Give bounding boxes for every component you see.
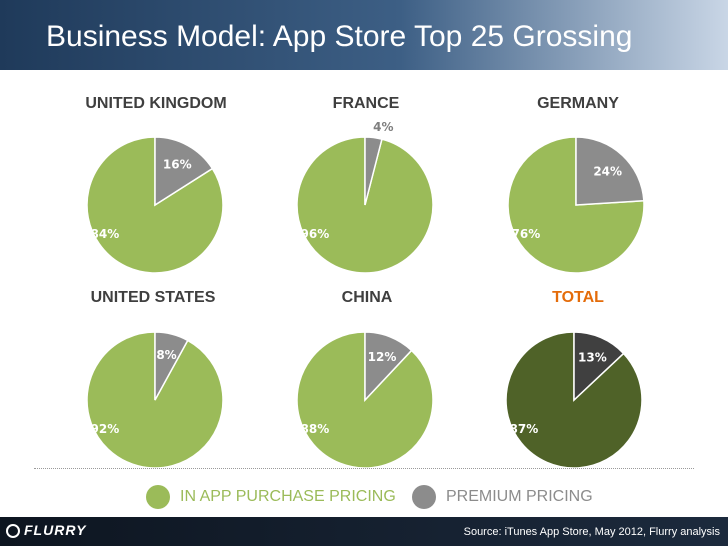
flurry-logo: FLURRY <box>6 522 87 538</box>
source-note: Source: iTunes App Store, May 2012, Flur… <box>463 526 720 538</box>
pie-label-united-states-premium: 8% <box>156 348 176 362</box>
page-title: Business Model: App Store Top 25 Grossin… <box>46 20 633 53</box>
pie-title-total: TOTAL <box>552 289 604 306</box>
title-bar: Business Model: App Store Top 25 Grossin… <box>0 0 728 70</box>
pie-slice-france-premium <box>364 136 383 206</box>
pie-title-united-kingdom: UNITED KINGDOM <box>85 95 227 112</box>
legend-premium-label: PREMIUM PRICING <box>446 488 593 505</box>
pie-label-china-in-app: 88% <box>301 422 330 436</box>
pie-label-united-states-in-app: 92% <box>91 422 120 436</box>
pie-slice-germany-premium <box>575 136 645 206</box>
legend-premium-swatch <box>412 485 436 509</box>
pie-label-united-kingdom-premium: 16% <box>163 158 192 172</box>
pie-label-total-premium: 13% <box>578 351 607 365</box>
legend-in-app-label: IN APP PURCHASE PRICING <box>180 488 396 505</box>
legend-in-app-swatch <box>146 485 170 509</box>
flurry-logo-text: FLURRY <box>24 522 87 538</box>
pie-title-china: CHINA <box>341 289 393 306</box>
pie-slice-united-states-premium <box>154 331 189 401</box>
pie-label-germany-in-app: 76% <box>512 227 541 241</box>
pie-title-france: FRANCE <box>332 95 400 112</box>
pie-label-france-premium: 4% <box>373 120 393 134</box>
pie-label-china-premium: 12% <box>368 350 397 364</box>
pie-label-germany-premium: 24% <box>593 164 622 178</box>
pie-label-united-kingdom-in-app: 84% <box>91 227 120 241</box>
pie-title-united-states: UNITED STATES <box>90 289 216 306</box>
pie-slice-united-kingdom-premium <box>154 136 214 207</box>
divider <box>34 468 694 469</box>
footer: FLURRY Source: iTunes App Store, May 201… <box>0 517 728 546</box>
flurry-logo-icon <box>6 524 20 538</box>
pie-slice-total-premium <box>573 331 625 402</box>
pie-slice-china-premium <box>364 331 413 402</box>
pie-label-total-in-app: 87% <box>510 422 539 436</box>
pie-title-germany: GERMANY <box>537 95 619 112</box>
pie-label-france-in-app: 96% <box>301 227 330 241</box>
